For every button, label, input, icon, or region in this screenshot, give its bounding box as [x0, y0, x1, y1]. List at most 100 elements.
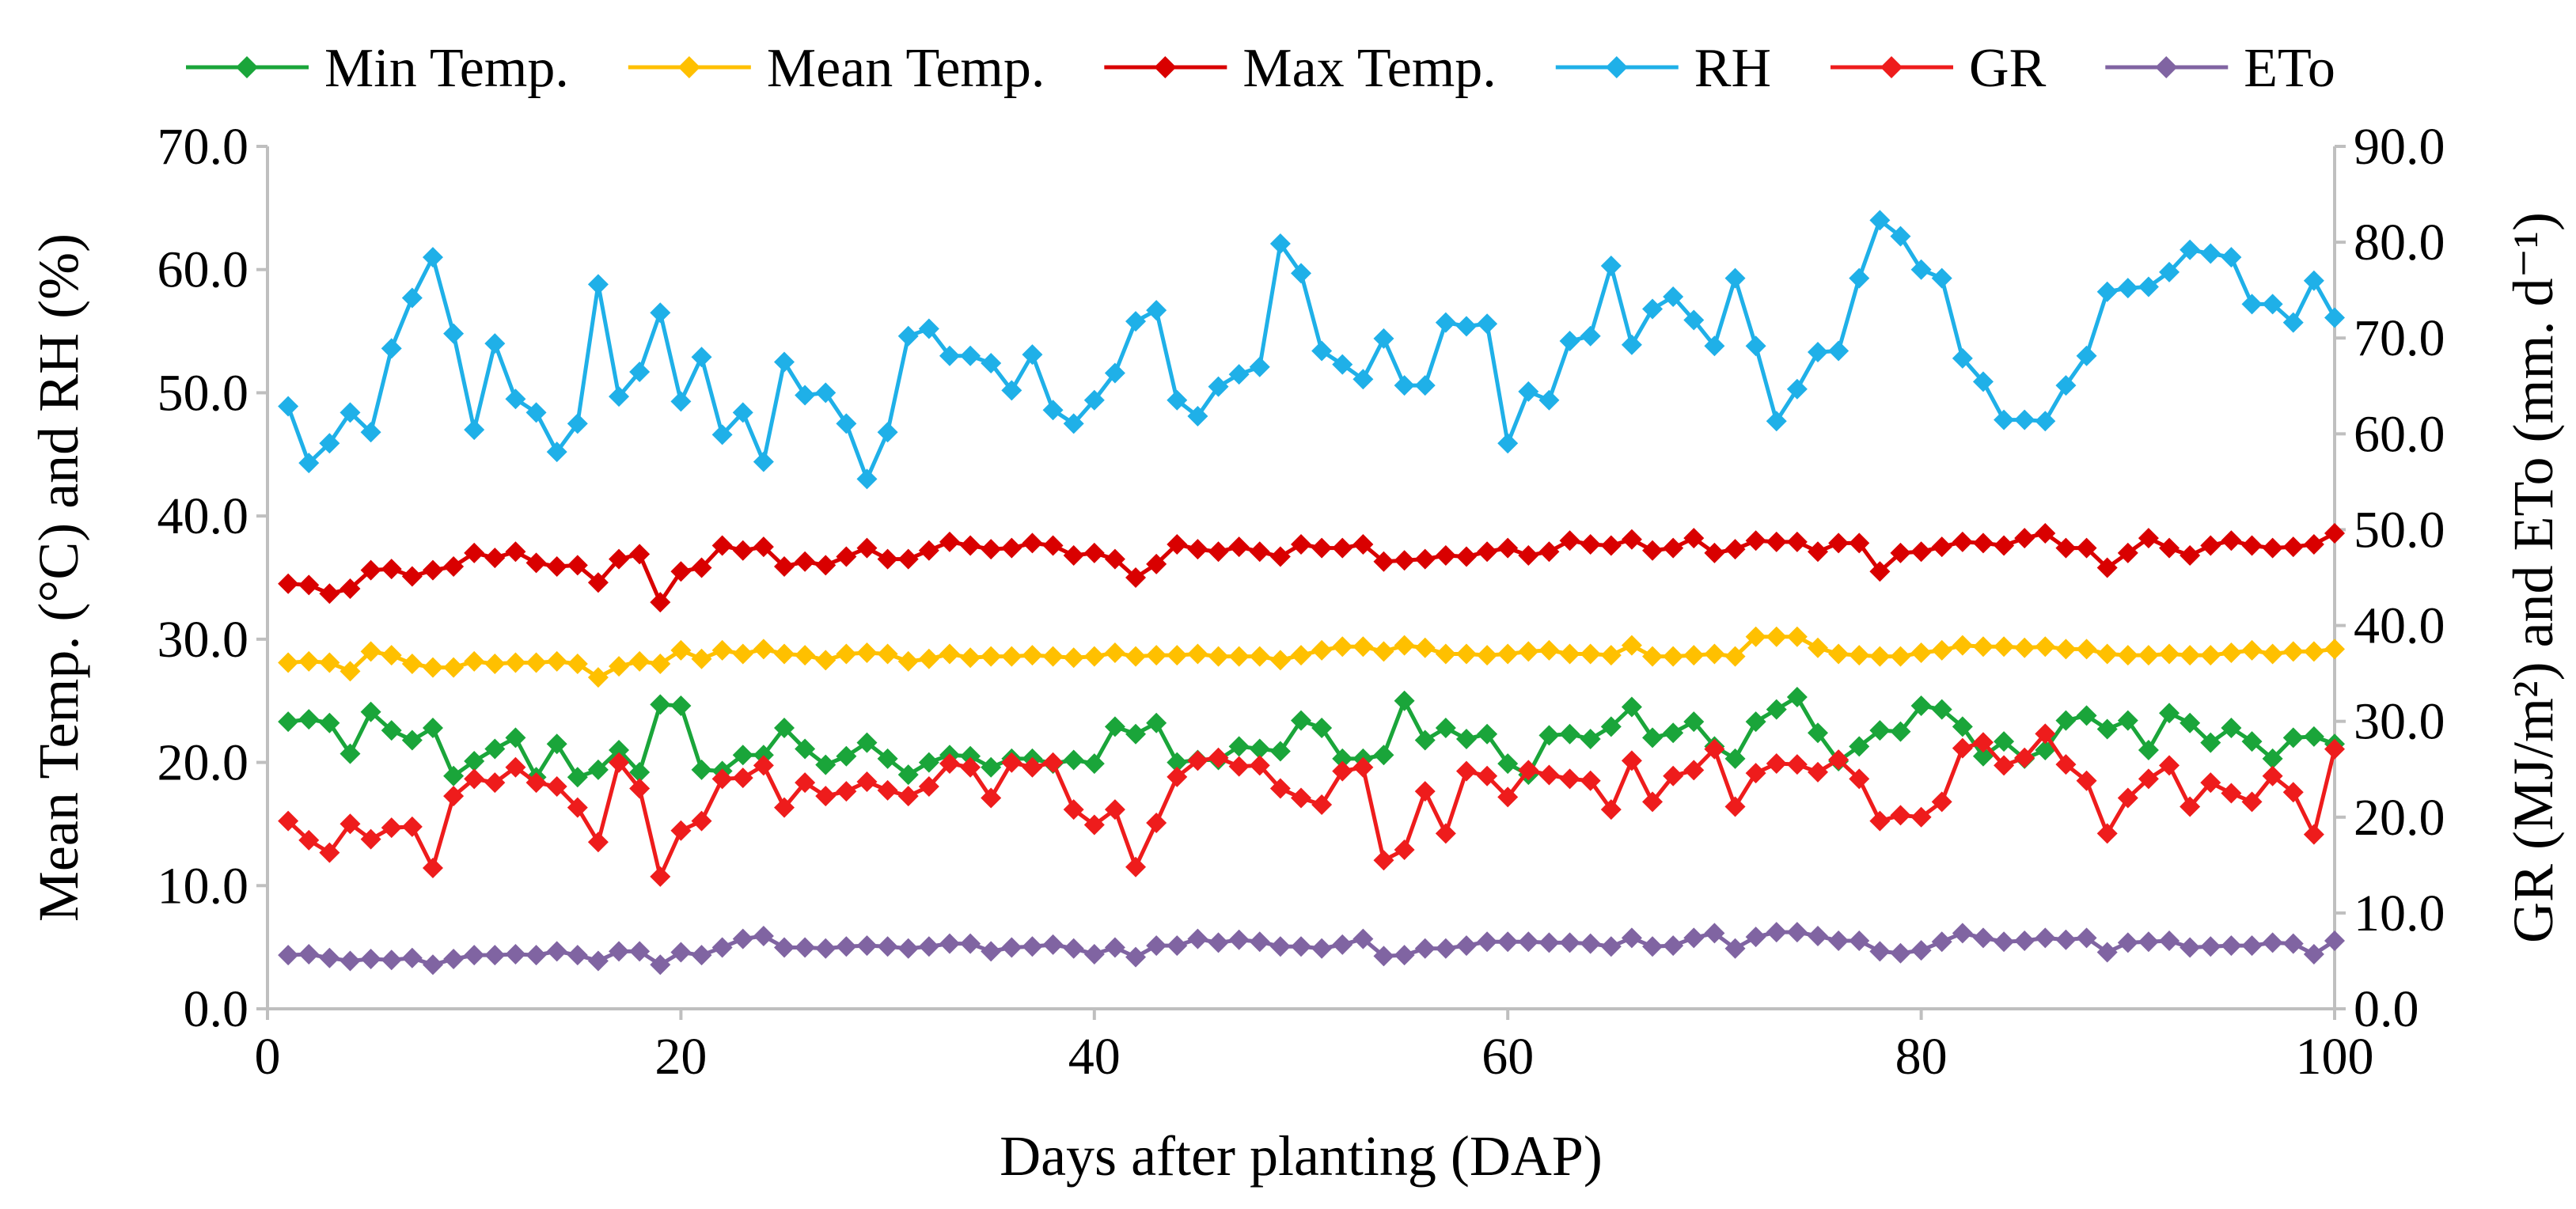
data-point-mean-temp [1972, 636, 1994, 658]
data-point-eto [711, 937, 733, 958]
data-point-gr [711, 768, 733, 790]
data-point-eto [2035, 927, 2056, 949]
data-point-rh [2138, 276, 2159, 298]
data-point-max-temp [484, 548, 506, 569]
data-point-gr [1269, 778, 1291, 799]
data-point-max-temp [1291, 533, 1311, 555]
data-point-min-temp [691, 759, 712, 780]
data-point-mean-temp [1394, 635, 1415, 656]
data-point-max-temp [1104, 548, 1125, 570]
data-point-min-temp [1125, 723, 1147, 745]
data-point-gr [1994, 755, 2015, 776]
data-point-rh [1414, 375, 1436, 396]
data-point-eto [381, 949, 402, 971]
data-point-max-temp [2303, 533, 2324, 555]
data-point-rh [1994, 409, 2015, 430]
data-point-rh [691, 347, 712, 368]
data-point-mean-temp [1766, 626, 1787, 647]
data-point-rh [2241, 294, 2263, 315]
data-point-eto [1208, 932, 1229, 953]
data-point-mean-temp [525, 652, 547, 673]
data-point-max-temp [691, 557, 712, 578]
data-point-gr [1167, 766, 1188, 787]
data-point-min-temp [856, 732, 878, 753]
data-point-gr [2200, 772, 2221, 794]
data-point-min-temp [732, 745, 753, 766]
data-point-eto [981, 941, 1002, 962]
legend-label: ETo [2244, 38, 2335, 99]
data-point-max-temp [1724, 539, 1746, 560]
data-point-min-temp [1104, 716, 1125, 737]
data-point-eto [1559, 932, 1580, 953]
data-point-mean-temp [1311, 639, 1333, 661]
data-point-min-temp [1063, 749, 1084, 771]
data-point-eto [1704, 923, 1725, 944]
data-point-mean-temp [2138, 645, 2159, 666]
series-gr [278, 723, 2345, 887]
data-point-mean-temp [1125, 646, 1147, 667]
data-point-min-temp [774, 717, 795, 738]
data-point-eto [525, 945, 547, 966]
data-point-rh [525, 402, 547, 423]
data-point-rh [443, 323, 465, 344]
data-point-rh [2324, 307, 2345, 328]
data-point-mean-temp [609, 656, 630, 677]
data-point-min-temp [1332, 748, 1353, 769]
data-point-rh [1332, 354, 1353, 375]
data-point-max-temp [1352, 533, 1374, 555]
data-point-mean-temp [1704, 643, 1725, 665]
data-point-eto [2303, 943, 2324, 965]
data-point-eto [1994, 931, 2015, 953]
data-point-mean-temp [505, 652, 526, 673]
data-point-mean-temp [1167, 645, 1188, 666]
data-point-rh [1311, 340, 1333, 362]
data-point-min-temp [1291, 710, 1311, 731]
data-point-rh [960, 345, 981, 366]
data-point-gr [422, 857, 443, 878]
data-point-min-temp [1890, 721, 1911, 742]
data-point-max-temp [981, 539, 1002, 560]
data-point-max-temp [567, 555, 588, 576]
data-point-mean-temp [1683, 645, 1705, 666]
x-tick-label: 100 [2296, 1028, 2374, 1086]
data-point-eto [1414, 938, 1436, 959]
data-point-eto [1104, 937, 1125, 958]
data-point-gr [1414, 781, 1436, 802]
data-point-gr [2180, 796, 2201, 817]
data-point-rh [650, 302, 671, 324]
data-point-eto [1394, 945, 1415, 966]
data-point-max-temp [1808, 541, 1828, 563]
data-point-eto [1497, 931, 1519, 953]
data-point-min-temp [1394, 690, 1415, 711]
data-point-max-temp [1394, 550, 1415, 571]
data-point-mean-temp [1208, 646, 1229, 667]
data-point-gr [856, 771, 878, 792]
data-point-gr [753, 755, 774, 776]
data-point-max-temp [732, 540, 753, 561]
data-point-mean-temp [1808, 637, 1828, 658]
data-point-mean-temp [2282, 641, 2304, 662]
data-point-rh [1435, 312, 1456, 333]
data-point-mean-temp [2117, 645, 2138, 666]
data-point-mean-temp [1228, 646, 1250, 667]
data-point-eto [1001, 937, 1022, 958]
data-point-rh [1869, 210, 1891, 231]
data-point-rh [2096, 281, 2118, 302]
data-point-min-temp [381, 720, 402, 741]
data-point-gr [1042, 752, 1064, 773]
data-point-rh [1125, 311, 1147, 332]
data-point-rh [319, 433, 340, 454]
data-point-min-temp [401, 730, 423, 751]
data-point-gr [484, 772, 506, 794]
data-point-eto [2241, 935, 2263, 957]
data-point-mean-temp [1663, 646, 1684, 667]
data-point-eto [1187, 928, 1208, 949]
data-point-mean-temp [856, 642, 878, 663]
data-point-eto [1642, 936, 1664, 957]
data-point-min-temp [1269, 741, 1291, 762]
data-point-max-temp [856, 537, 878, 559]
data-point-rh [1497, 433, 1519, 454]
data-point-eto [1518, 931, 1539, 953]
left-y-tick-label: 0.0 [184, 980, 249, 1038]
data-point-max-temp [1621, 529, 1642, 550]
